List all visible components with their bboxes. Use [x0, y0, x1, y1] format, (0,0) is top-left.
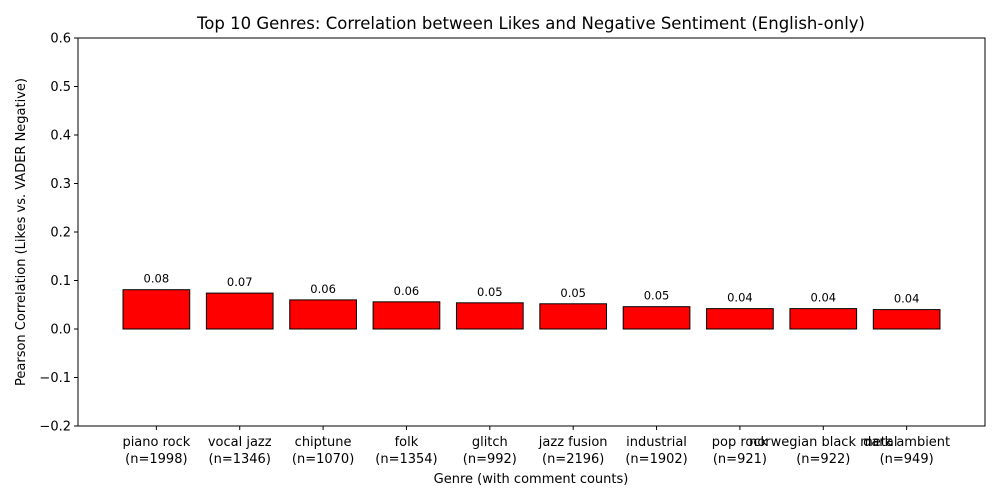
y-tick-label: 0.4 — [50, 129, 71, 144]
bar — [539, 303, 608, 330]
x-tick-count: (n=949) — [880, 452, 934, 467]
x-tick-label: pop rock — [712, 435, 769, 450]
bar — [122, 289, 191, 330]
y-axis-label: Pearson Correlation (Likes vs. VADER Neg… — [14, 78, 29, 386]
y-tick-label: 0.2 — [50, 226, 71, 241]
bar-value-label: 0.05 — [477, 285, 503, 299]
x-tick-count: (n=922) — [796, 452, 850, 467]
bar-value-label: 0.06 — [310, 282, 336, 296]
x-tick-count: (n=1354) — [375, 452, 437, 467]
bar-value-label: 0.06 — [394, 284, 420, 298]
x-tick-count: (n=1070) — [292, 452, 354, 467]
bar — [872, 309, 941, 330]
x-tick-label: chiptune — [295, 435, 352, 450]
plot-area — [77, 37, 986, 427]
y-axis: −0.2 −0.1 0.0 0.1 0.2 0.3 0.4 0.5 0.6 — [39, 32, 78, 435]
bar-value-label: 0.05 — [560, 286, 586, 300]
x-tick-label: jazz fusion — [538, 435, 608, 450]
bar — [706, 308, 774, 330]
y-tick-label: −0.1 — [39, 371, 71, 386]
bar-value-label: 0.05 — [644, 289, 670, 303]
x-tick-label: industrial — [626, 435, 687, 450]
x-tick-count: (n=2196) — [542, 452, 604, 467]
bars: 0.08 0.07 0.06 0.06 0.05 0.05 0.05 0.04 0.04 0.04 — [122, 272, 941, 330]
y-tick-label: 0.3 — [50, 177, 71, 192]
bar — [289, 299, 357, 330]
x-tick-count: (n=1346) — [209, 452, 271, 467]
x-tick-label: glitch — [472, 435, 508, 450]
bar — [455, 302, 524, 330]
x-tick-label: norwegian black metal — [749, 435, 897, 450]
bar-value-label: 0.04 — [810, 291, 836, 305]
bar — [205, 292, 274, 330]
y-tick-label: 0.1 — [50, 274, 71, 289]
x-tick-label: folk — [395, 435, 419, 450]
chart-title: Top 10 Genres: Correlation between Likes… — [196, 14, 865, 33]
bar-value-label: 0.04 — [894, 292, 920, 306]
bar-value-label: 0.04 — [727, 291, 753, 305]
bar — [789, 308, 858, 330]
x-tick-count: (n=1998) — [125, 452, 187, 467]
bar — [622, 306, 691, 330]
bar-value-label: 0.08 — [144, 272, 170, 286]
y-tick-label: 0.6 — [50, 32, 71, 47]
x-tick-label: piano rock — [122, 435, 190, 450]
y-tick-label: −0.2 — [39, 420, 71, 435]
x-axis-label: Genre (with comment counts) — [434, 472, 629, 487]
y-tick-label: 0.5 — [50, 80, 71, 95]
bar — [372, 301, 441, 330]
x-tick-count: (n=992) — [463, 452, 517, 467]
x-axis: piano rock (n=1998) vocal jazz (n=1346) chip… — [122, 426, 950, 467]
x-tick-count: (n=1902) — [625, 452, 687, 467]
bar-value-label: 0.07 — [227, 275, 253, 289]
y-tick-label: 0.0 — [50, 323, 71, 338]
x-tick-label: dark ambient — [863, 435, 950, 450]
x-tick-label: vocal jazz — [208, 435, 272, 450]
x-tick-count: (n=921) — [713, 452, 767, 467]
